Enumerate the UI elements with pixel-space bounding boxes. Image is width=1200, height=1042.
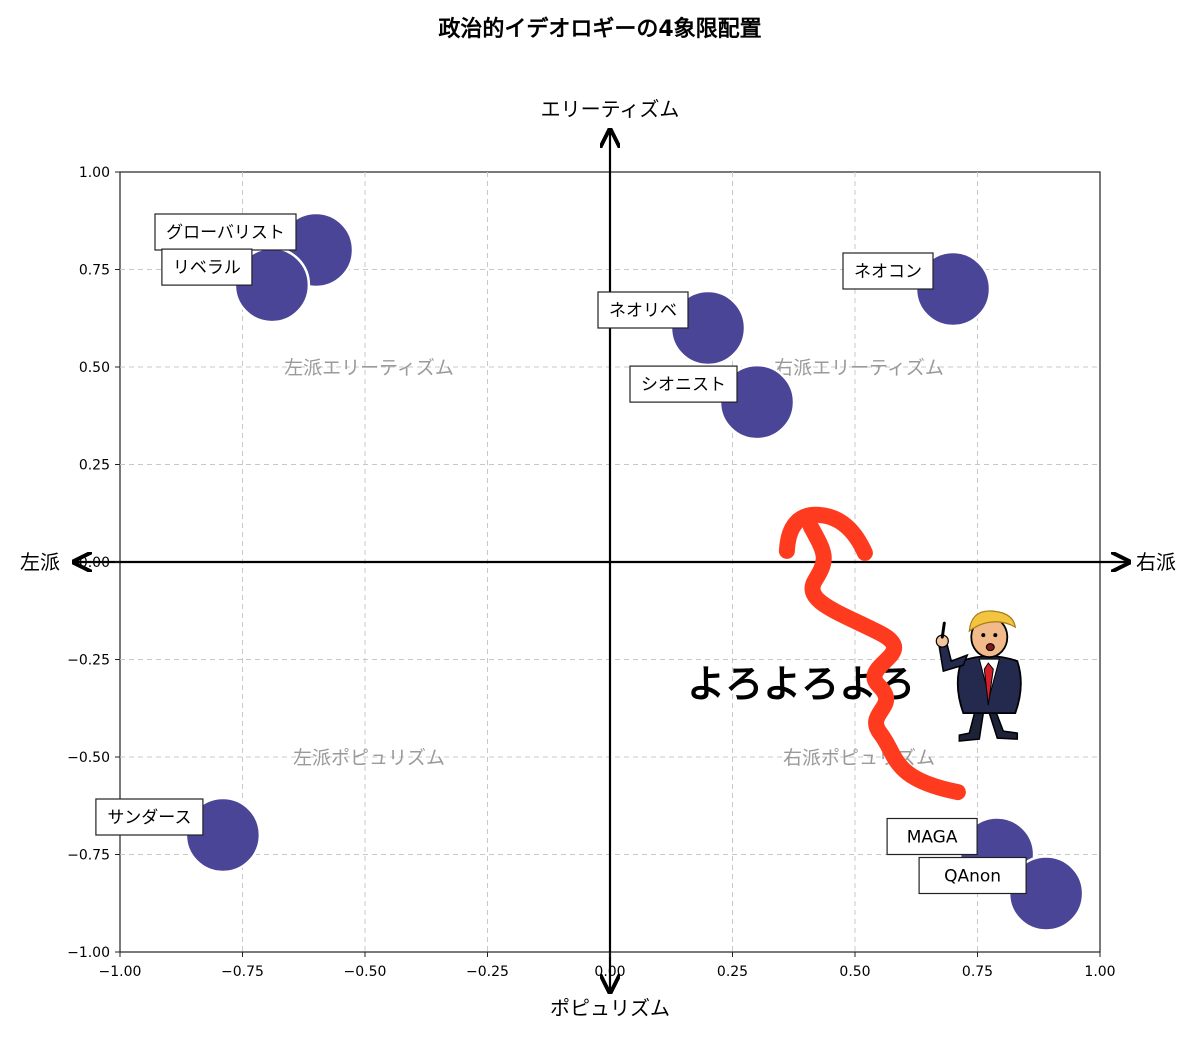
y-tick-label: 0.75 (79, 263, 110, 279)
red-wavy-arrow-icon (778, 506, 966, 801)
center-axes (76, 132, 1127, 990)
x-tick-label: −0.75 (221, 964, 264, 980)
y-axis-top-label: エリーティズム (541, 97, 680, 121)
caricature-pointing-finger (940, 621, 946, 639)
point-label: グローバリスト (166, 223, 285, 243)
y-tick-label: −0.75 (67, 848, 110, 864)
y-axis-bottom-label: ポピュリズム (550, 996, 670, 1020)
quadrant-label: 左派ポピュリズム (293, 747, 445, 769)
y-tick-label: −1.00 (67, 945, 110, 961)
point-label: シオニスト (641, 375, 726, 395)
point-label: ネオリベ (609, 301, 677, 321)
trump-caricature-icon (935, 610, 1022, 742)
point-label-group: ネオリベ (597, 291, 689, 329)
point-label-box (597, 291, 689, 329)
caricature-mouth (985, 643, 995, 652)
y-tick-label: −0.25 (67, 653, 110, 669)
x-tick-label: 0.50 (839, 964, 870, 980)
caricature-hair (968, 610, 1017, 633)
red-wavy-arrow-head (778, 506, 873, 561)
quadrant-label: 左派エリーティズム (284, 357, 454, 379)
y-tick-label: 0.50 (79, 360, 110, 376)
quadrant-label: 右派エリーティズム (774, 357, 944, 379)
y-tick-label: 1.00 (79, 165, 110, 181)
x-tick-label: −0.50 (344, 964, 387, 980)
point-label-box (161, 248, 253, 286)
x-tick-label: 0.75 (962, 964, 993, 980)
x-tick-label: −0.25 (466, 964, 509, 980)
point-label: サンダース (107, 808, 191, 828)
point-label-group: MAGA (886, 817, 978, 856)
point-label-group: サンダース (95, 798, 204, 836)
point-label-group: QAnon (918, 856, 1027, 895)
y-tick-label: 0.25 (79, 458, 110, 474)
caricature-eye-left (981, 633, 986, 638)
quadrant-label: 右派ポピュリズム (783, 747, 935, 769)
red-wavy-arrow-shaft (802, 518, 966, 801)
point-label: MAGA (907, 828, 958, 848)
y-tick-label: 0.00 (79, 555, 110, 571)
point-label-group: グローバリスト (154, 213, 297, 251)
x-tick-label: 0.25 (717, 964, 748, 980)
point-label-box (95, 798, 204, 836)
chart-title: 政治的イデオロギーの4象限配置 (438, 16, 761, 42)
point-label: ネオコン (854, 262, 922, 282)
y-tick-label: −0.50 (67, 750, 110, 766)
annotations: よろよろよろ (687, 506, 1022, 801)
caricature-eye-right (993, 633, 998, 638)
point-label-box (842, 252, 934, 290)
point-label: QAnon (944, 867, 1001, 887)
point-label-box (154, 213, 297, 251)
point-label-box (886, 817, 978, 856)
point-label-group: シオニスト (629, 365, 738, 403)
point-label-box (918, 856, 1027, 895)
x-axis-left-label: 左派 (20, 550, 60, 574)
x-tick-label: 0.00 (594, 964, 625, 980)
x-tick-label: −1.00 (99, 964, 142, 980)
point-label-group: リベラル (161, 248, 253, 286)
x-axis-right-label: 右派 (1136, 550, 1176, 574)
x-tick-label: 1.00 (1084, 964, 1115, 980)
point-label-group: ネオコン (842, 252, 934, 290)
caricature-tie (983, 662, 994, 706)
point-label-box (629, 365, 738, 403)
tick-labels: −1.00 −0.75 −0.50 −0.25 0.00 0.25 0.50 0.75 1.00… (67, 165, 1115, 980)
point-label: リベラル (173, 258, 241, 278)
